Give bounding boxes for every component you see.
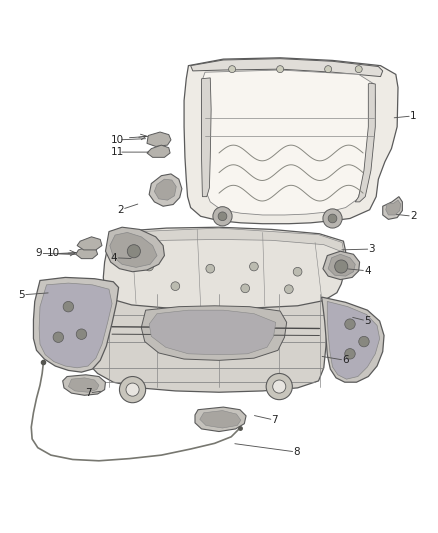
Text: 7: 7 [85,388,92,398]
Polygon shape [147,145,170,157]
Circle shape [126,383,139,396]
Circle shape [323,209,342,228]
Circle shape [335,260,348,273]
Text: 3: 3 [368,244,375,254]
Text: 8: 8 [293,447,300,457]
Circle shape [273,380,286,393]
Text: 7: 7 [272,415,278,425]
Polygon shape [147,132,171,147]
Polygon shape [141,306,287,360]
Polygon shape [191,59,383,77]
Text: 1: 1 [410,111,417,121]
Circle shape [206,264,215,273]
Circle shape [285,285,293,294]
Polygon shape [201,70,375,215]
Polygon shape [76,247,98,259]
Polygon shape [39,283,112,368]
Polygon shape [328,254,355,276]
Polygon shape [103,227,346,309]
Text: 10: 10 [111,135,124,145]
Circle shape [328,214,337,223]
Circle shape [277,66,284,72]
Circle shape [63,302,74,312]
Text: 9: 9 [36,248,42,259]
Polygon shape [201,78,211,197]
Text: 2: 2 [410,211,417,221]
Circle shape [76,329,87,340]
Polygon shape [68,378,99,392]
Polygon shape [323,251,360,280]
Polygon shape [184,58,398,224]
Text: 6: 6 [343,356,349,365]
Text: 5: 5 [364,316,371,326]
Polygon shape [321,297,384,382]
Polygon shape [386,200,401,215]
Polygon shape [383,197,403,220]
Text: 10: 10 [46,248,60,259]
Circle shape [266,374,292,400]
Text: 2: 2 [117,205,124,215]
Polygon shape [65,290,327,392]
Circle shape [127,245,141,258]
Polygon shape [200,410,241,428]
Polygon shape [149,174,182,206]
Text: 5: 5 [18,290,25,300]
Polygon shape [119,228,344,253]
Circle shape [213,207,232,226]
Polygon shape [327,302,380,379]
Polygon shape [110,232,157,268]
Polygon shape [154,179,176,200]
Circle shape [218,212,227,221]
Polygon shape [195,407,246,432]
Circle shape [53,332,64,343]
Circle shape [250,262,258,271]
Circle shape [355,66,362,72]
Polygon shape [355,83,375,202]
Circle shape [345,349,355,359]
Polygon shape [63,375,106,395]
Circle shape [345,319,355,329]
Circle shape [120,376,146,403]
Circle shape [145,262,153,271]
Polygon shape [33,277,119,372]
Circle shape [293,268,302,276]
Polygon shape [106,227,164,272]
Circle shape [359,336,369,347]
Text: 11: 11 [111,147,124,157]
Text: 4: 4 [364,266,371,276]
Circle shape [229,66,236,72]
Circle shape [171,282,180,290]
Circle shape [241,284,250,293]
Text: 4: 4 [111,253,117,263]
Polygon shape [77,237,102,250]
Circle shape [325,66,332,72]
Polygon shape [149,310,276,354]
